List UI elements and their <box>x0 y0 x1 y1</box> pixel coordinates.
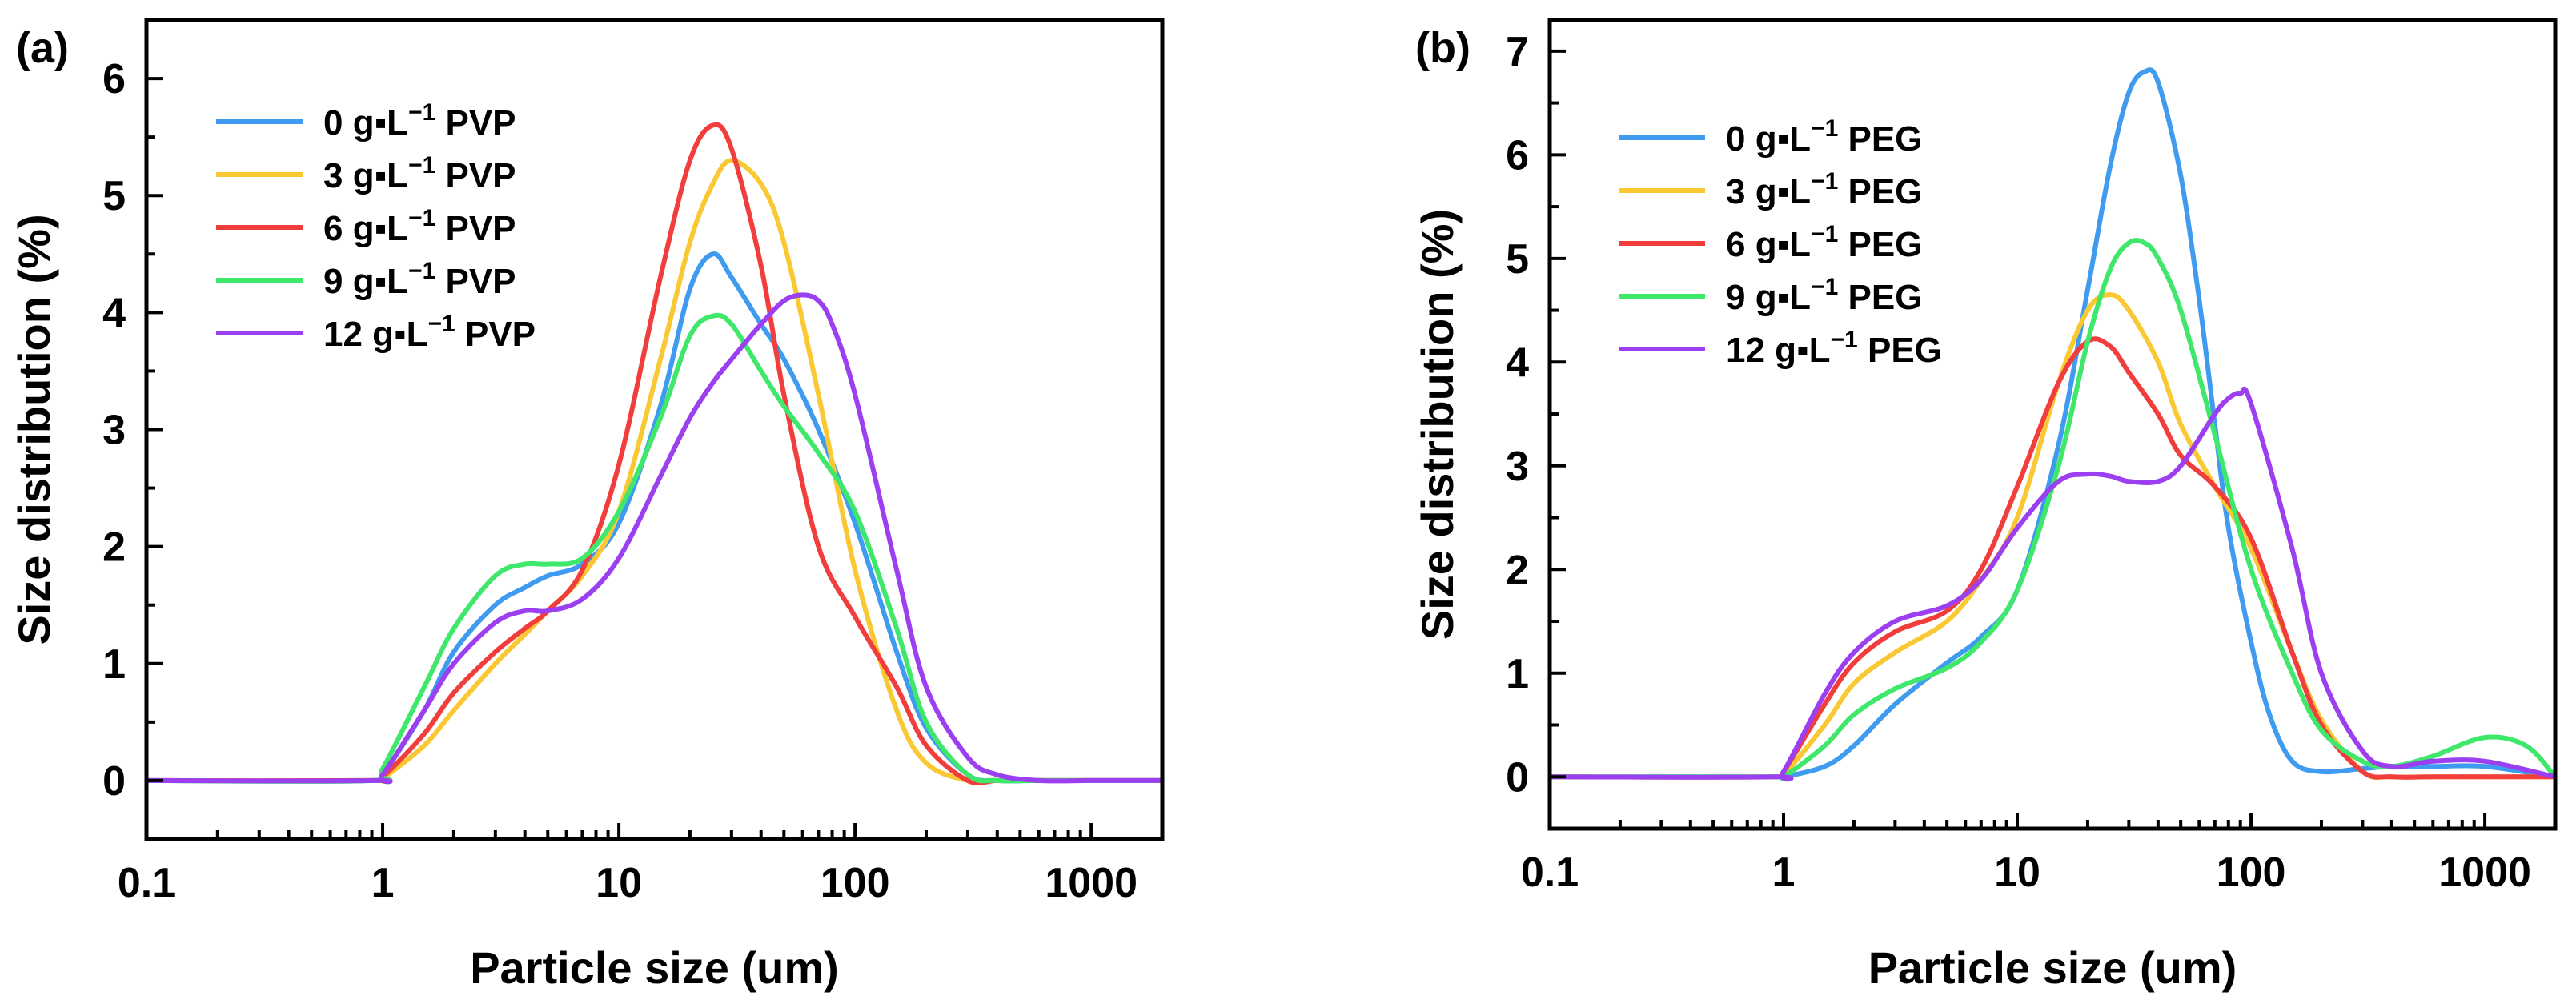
x-tick-label: 1 <box>371 860 395 906</box>
series-line-2 <box>1550 336 2555 781</box>
y-tick-label: 2 <box>102 524 126 571</box>
y-tick-label: 5 <box>1506 236 1529 283</box>
x-tick-label: 1000 <box>1045 860 1138 906</box>
x-tick-label: 0.1 <box>118 860 175 906</box>
y-tick-label: 6 <box>1506 132 1529 179</box>
legend-label: 3 g▪L−1 PVP <box>323 152 516 195</box>
series-line-3 <box>1550 238 2555 782</box>
y-tick-label: 1 <box>1506 651 1529 697</box>
x-tick-label: 100 <box>821 860 890 906</box>
y-tick-label: 0 <box>1506 754 1529 801</box>
x-tick-label: 10 <box>1994 849 2040 896</box>
legend: 0 g▪L−1 PEG 3 g▪L−1 PEG 6 g▪L−1 PEG 9 g▪L−1… <box>1619 115 1942 370</box>
series-line-1 <box>146 158 1162 785</box>
x-tick-label: 0.1 <box>1521 849 1579 896</box>
series-line-3 <box>146 312 1162 785</box>
y-tick-label: 7 <box>1506 29 1529 75</box>
legend-label: 6 g▪L−1 PEG <box>1726 221 1922 264</box>
legend-label: 0 g▪L−1 PEG <box>1726 115 1922 159</box>
series-line-4 <box>146 292 1162 785</box>
series-line-1 <box>1550 292 2555 782</box>
legend: 0 g▪L−1 PVP 3 g▪L−1 PVP 6 g▪L−1 PVP 9 g▪L−1… <box>216 99 536 354</box>
y-axis-title: Size distribution (%) <box>1412 209 1463 640</box>
x-tick-label: 100 <box>2217 849 2286 896</box>
legend-label: 3 g▪L−1 PEG <box>1726 168 1922 211</box>
y-tick-label: 0 <box>102 758 126 805</box>
legend-label: 12 g▪L−1 PEG <box>1726 327 1942 370</box>
y-tick-label: 6 <box>102 56 126 102</box>
y-tick-label: 3 <box>1506 444 1529 490</box>
legend-label: 12 g▪L−1 PVP <box>323 311 536 354</box>
y-tick-label: 4 <box>102 290 126 336</box>
x-tick-label: 10 <box>596 860 642 906</box>
series-line-0 <box>1550 67 2555 781</box>
legend-label: 0 g▪L−1 PVP <box>323 99 516 143</box>
legend-label: 6 g▪L−1 PVP <box>323 205 516 248</box>
x-axis-title: Particle size (um) <box>470 942 839 993</box>
legend-label: 9 g▪L−1 PEG <box>1726 274 1922 317</box>
x-tick-label: 1000 <box>2438 849 2531 896</box>
plot-frame <box>1547 18 2558 831</box>
y-axis-title: Size distribution (%) <box>9 214 59 645</box>
chart-panel-1: 0.1 1 10 100 1000 0 1 2 3 4 5 6 7 Particle size (um) S… <box>1412 18 2558 993</box>
y-tick-label: 1 <box>102 641 126 688</box>
y-tick-label: 5 <box>102 173 126 219</box>
x-tick-label: 1 <box>1772 849 1796 896</box>
legend-label: 9 g▪L−1 PVP <box>323 258 516 301</box>
panel-label: (a) <box>16 24 69 72</box>
series-line-4 <box>1550 386 2555 782</box>
y-tick-label: 2 <box>1506 547 1529 593</box>
y-tick-label: 4 <box>1506 339 1529 386</box>
x-axis-title: Particle size (um) <box>1868 942 2237 993</box>
panel-label: (b) <box>1415 24 1471 72</box>
y-tick-label: 3 <box>102 408 126 454</box>
chart-panel-0: 0.1 1 10 100 1000 0 1 2 3 4 5 6 Particle size (um) Si… <box>9 18 1165 993</box>
series-line-2 <box>146 122 1162 786</box>
